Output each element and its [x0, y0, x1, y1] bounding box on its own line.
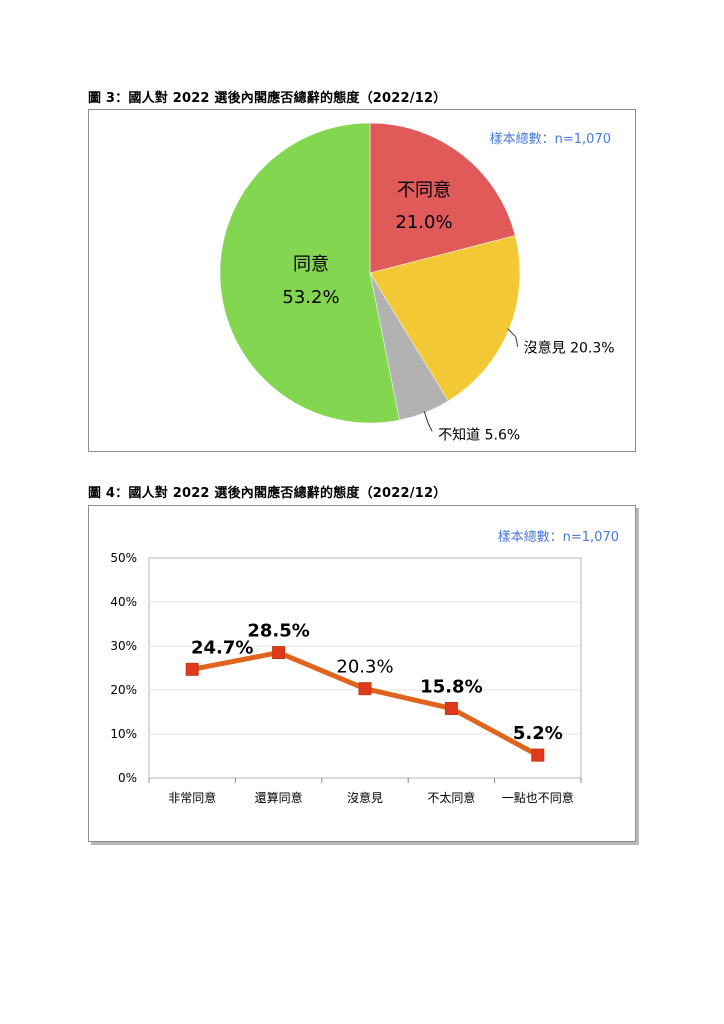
line-x-label-4: 一點也不同意 — [502, 790, 574, 805]
line-y-tick-1: 10% — [110, 727, 137, 741]
pie-slice-3 — [219, 122, 400, 424]
line-marker-2 — [358, 682, 372, 696]
pie-label-agree-name: 同意 — [293, 254, 329, 275]
figure4-title: 圖 4：國人對 2022 選後內閣應否總辭的態度（2022/12） — [88, 486, 447, 501]
pie-label-no-opinion: 沒意見 20.3% — [524, 340, 615, 357]
line-value-label-1: 28.5% — [247, 621, 309, 642]
pie-label-agree-value: 53.2% — [282, 287, 339, 308]
line-chart: 0% 10% 20% 30% 40% 50% 非常同意 還算同意 沒意見 不太同意 一點也不同意 24… — [110, 551, 582, 805]
line-marker-4 — [531, 748, 545, 762]
line-x-label-2: 沒意見 — [347, 790, 383, 805]
pie-leader-dont-know — [423, 411, 433, 432]
line-y-tick-2: 20% — [110, 683, 137, 697]
figure3-title: 圖 3：國人對 2022 選後內閣應否總辭的態度（2022/12） — [88, 91, 447, 106]
line-y-tick-3: 30% — [110, 639, 137, 653]
line-value-label-3: 15.8% — [420, 676, 482, 697]
line-marker-3 — [444, 701, 458, 715]
pie-label-disagree-value: 21.0% — [395, 212, 452, 233]
line-x-label-1: 還算同意 — [255, 790, 303, 805]
line-value-label-4: 5.2% — [513, 723, 563, 744]
pie-label-disagree-name: 不同意 — [397, 180, 451, 201]
line-x-label-0: 非常同意 — [168, 790, 216, 805]
line-marker-1 — [272, 646, 286, 660]
pie-chart-frame: 樣本總數：n=1,070 不同意 21.0% 同意 53.2% 沒意見 20.3% 不知道… — [88, 109, 636, 452]
pie-chart: 不同意 21.0% 同意 53.2% 沒意見 20.3% 不知道 5.6% — [219, 122, 615, 443]
line-chart-frame: 樣本總數：n=1,070 0% 10% 20% 30% 40% 50% 非常同意 還算同意 沒意… — [88, 505, 636, 842]
line-value-label-0: 24.7% — [191, 637, 253, 658]
line-y-tick-4: 40% — [110, 595, 137, 609]
pie-sample-note: 樣本總數：n=1,070 — [489, 132, 611, 147]
line-x-label-3: 不太同意 — [427, 790, 475, 805]
pie-slice-1 — [369, 235, 521, 402]
line-y-tick-5: 50% — [110, 551, 137, 565]
line-value-label-2: 20.3% — [336, 657, 393, 678]
pie-label-dont-know: 不知道 5.6% — [438, 426, 520, 443]
pie-slice-0 — [369, 122, 516, 274]
pie-leader-no-opinion — [507, 328, 519, 347]
line-marker-0 — [185, 662, 199, 676]
line-y-tick-0: 0% — [118, 771, 137, 785]
line-sample-note: 樣本總數：n=1,070 — [497, 530, 619, 545]
